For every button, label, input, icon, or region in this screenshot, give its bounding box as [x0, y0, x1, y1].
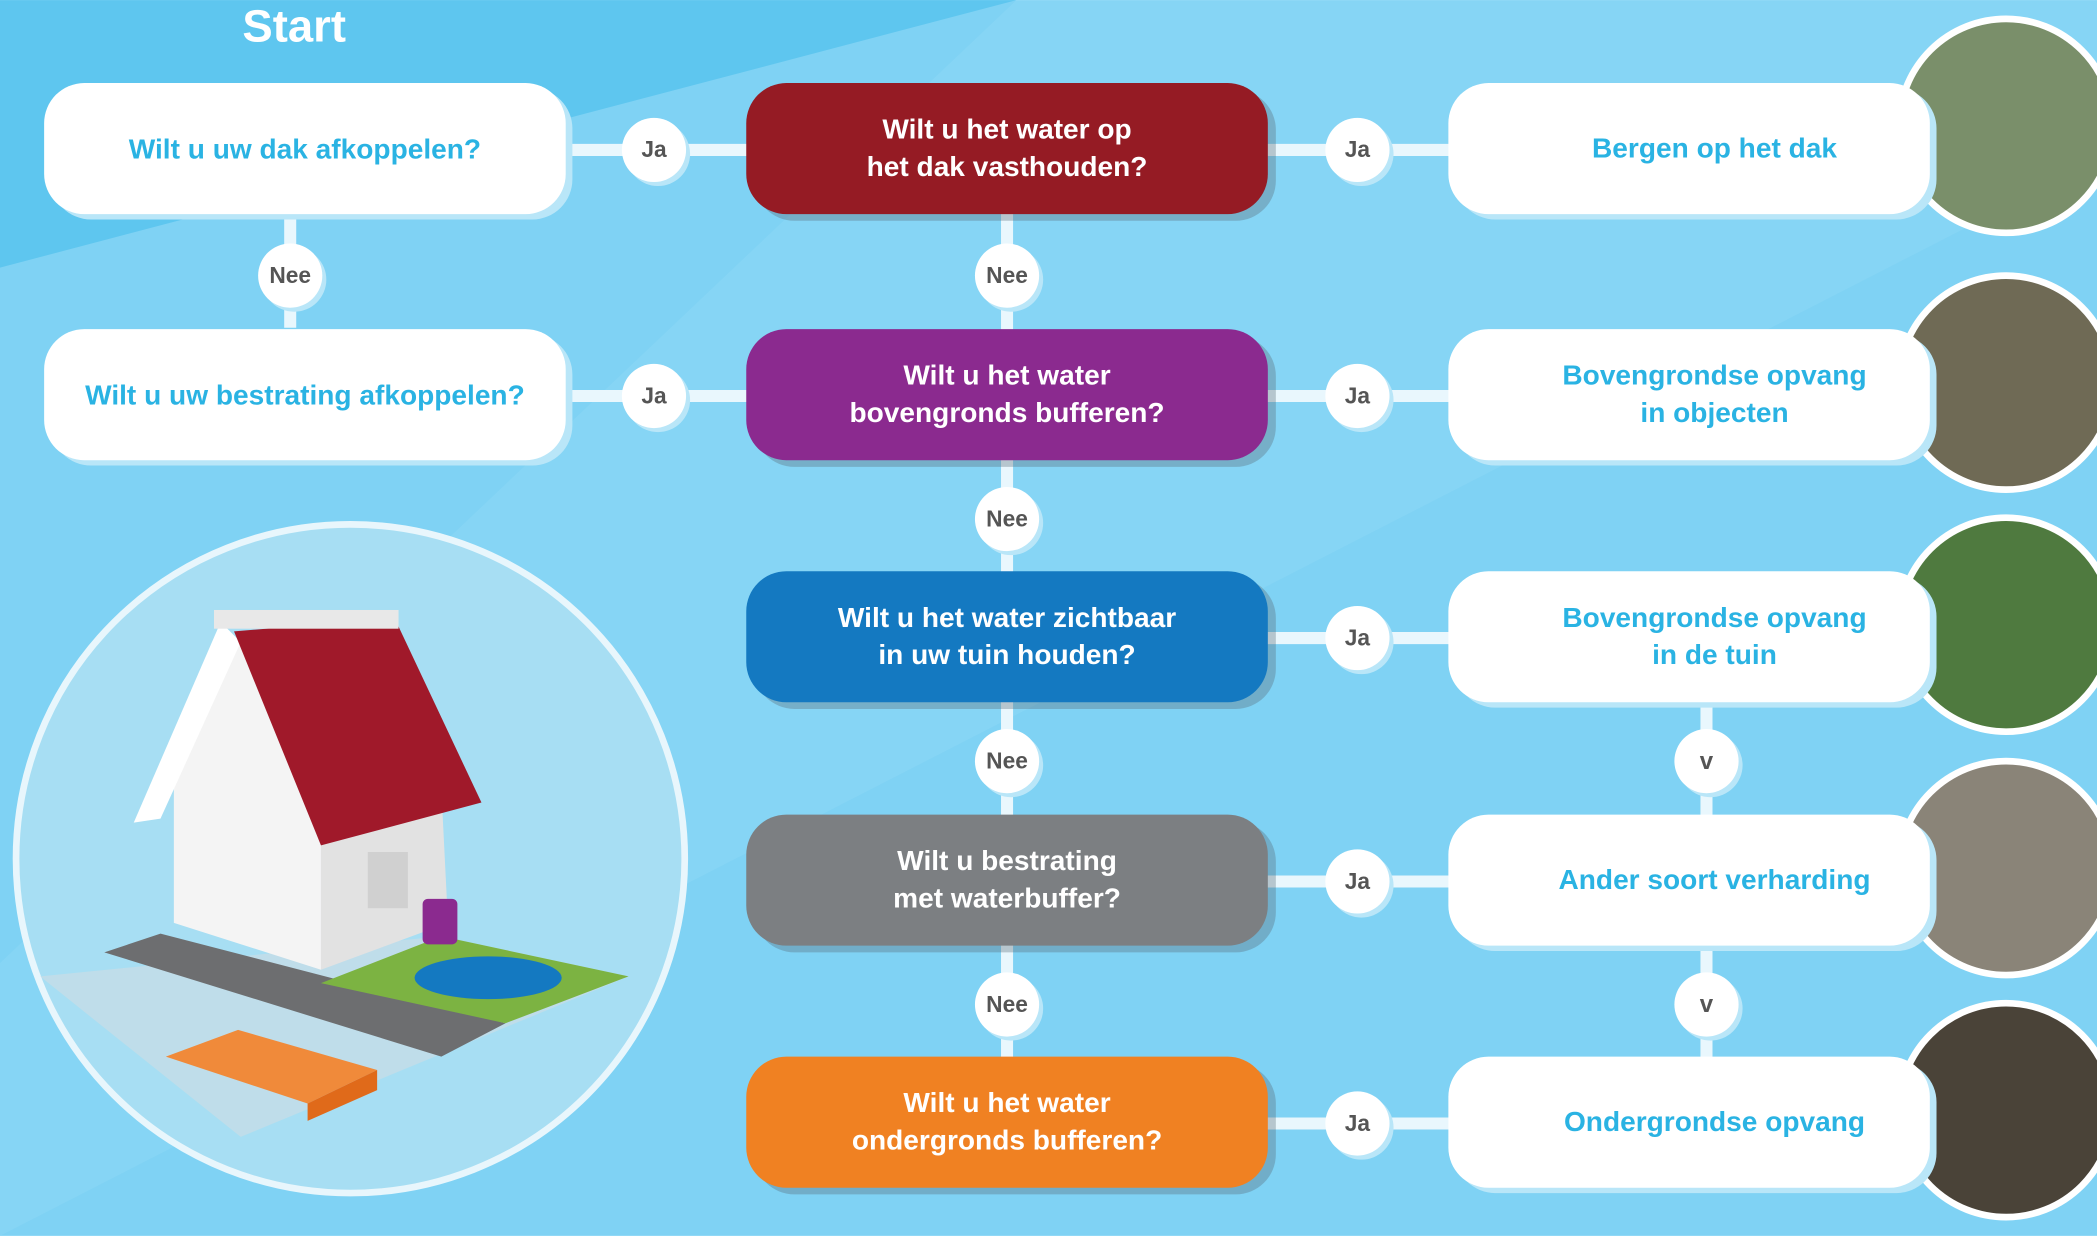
- connector-label: Ja: [1345, 868, 1371, 894]
- question-box: [746, 571, 1268, 702]
- question-text: het dak vasthouden?: [867, 151, 1148, 182]
- connector-label: v: [1700, 748, 1714, 775]
- question-text: in uw tuin houden?: [878, 639, 1135, 670]
- question-text: Wilt u uw bestrating afkoppelen?: [85, 380, 525, 411]
- question-text: Wilt u bestrating: [897, 845, 1117, 876]
- connector-label: Ja: [1345, 624, 1371, 650]
- question-text: Wilt u het water: [903, 1087, 1110, 1118]
- connector-label: Nee: [986, 991, 1028, 1017]
- outcome-text: Ander soort verharding: [1558, 864, 1870, 895]
- outcome-text: Bergen op het dak: [1592, 132, 1837, 163]
- question-text: ondergronds bufferen?: [852, 1125, 1162, 1156]
- question-text: Wilt u het water: [903, 360, 1110, 391]
- connector-label: Nee: [986, 262, 1028, 288]
- question-text: Wilt u het water op: [882, 114, 1131, 145]
- connector-label: v: [1700, 991, 1714, 1018]
- outcome-text: Bovengrondse opvang: [1562, 360, 1866, 391]
- question-text: Wilt u het water zichtbaar: [838, 602, 1176, 633]
- flowchart: Start Wilt u uw dak afkoppelen? Wilt u uw …: [0, 0, 2097, 1236]
- outcome-text: Bovengrondse opvang: [1562, 602, 1866, 633]
- outcome-text: Ondergrondse opvang: [1564, 1106, 1865, 1137]
- connector-label: Ja: [1345, 1110, 1371, 1136]
- question-box: [746, 83, 1268, 214]
- connector-label: Nee: [986, 505, 1028, 531]
- outcome-box: [1448, 329, 1929, 460]
- connector-label: Ja: [1345, 136, 1371, 162]
- outcome-text: in objecten: [1640, 397, 1788, 428]
- start-label: Start: [242, 1, 346, 52]
- question-text: bovengronds bufferen?: [849, 397, 1164, 428]
- house-illustration: [16, 524, 685, 1193]
- connector-label: Nee: [269, 262, 311, 288]
- connector-label: Ja: [641, 382, 667, 408]
- question-text: met waterbuffer?: [893, 883, 1121, 914]
- question-box: [746, 1057, 1268, 1188]
- question-box: [746, 329, 1268, 460]
- question-text: Wilt u uw dak afkoppelen?: [129, 134, 481, 165]
- outcome-box: [1448, 571, 1929, 702]
- connector-label: Ja: [1345, 382, 1371, 408]
- connector-label: Ja: [641, 136, 667, 162]
- question-box: [746, 815, 1268, 946]
- connector-label: Nee: [986, 747, 1028, 773]
- outcome-text: in de tuin: [1652, 639, 1777, 670]
